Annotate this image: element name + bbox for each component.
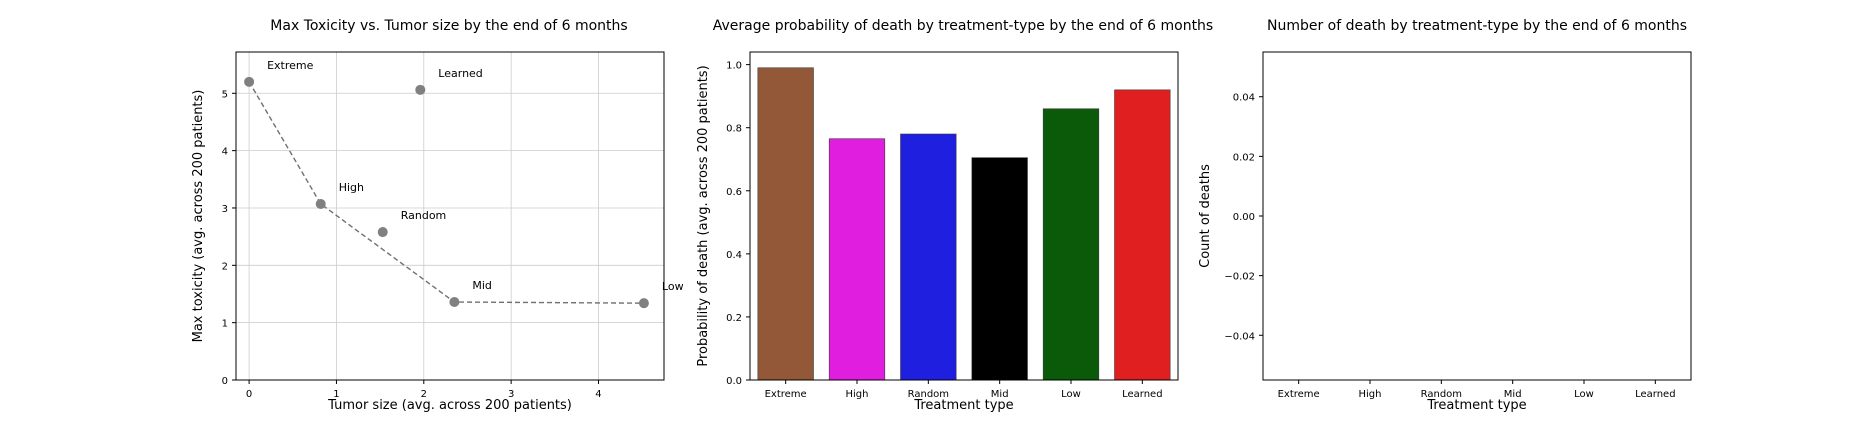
chart2-bar-mid: [971, 157, 1028, 381]
chart2-y-tick-label: 0.4: [726, 250, 742, 261]
chart1-frame: [235, 51, 665, 381]
chart2-bar-learned: [1114, 89, 1171, 381]
chart1-point-extreme: [244, 76, 255, 87]
chart1-point-label-random: Random: [401, 209, 447, 222]
chart2-title: Average probability of death by treatmen…: [713, 18, 1213, 34]
chart2-y-tick-label: 0.0: [726, 376, 742, 387]
chart2-y-ticks: 0.0 0.2 0.4 0.6 0.8 1.0: [726, 61, 750, 387]
chart2-bar-low: [1042, 108, 1100, 381]
chart3-x-tick-label-learned: Learned: [1635, 389, 1675, 400]
chart-count-of-deaths: Number of death by treatment-type by the…: [1198, 18, 1692, 413]
chart2-frame: [749, 51, 1179, 381]
chart3-y-tick-label: 0.04: [1233, 93, 1255, 104]
chart-toxicity-vs-tumor: Max Toxicity vs. Tumor size by the end o…: [191, 18, 684, 413]
chart1-point-label-learned: Learned: [438, 67, 483, 80]
chart2-x-tick-label-mid: Mid: [991, 389, 1009, 400]
chart1-y-tick-label: 1: [222, 319, 228, 330]
chart2-bar-high: [828, 138, 886, 381]
chart1-x-tick-label: 0: [246, 389, 252, 400]
chart3-y-tick-label: 0.00: [1233, 212, 1255, 223]
chart1-y-tick-label: 3: [222, 204, 228, 215]
chart2-x-tick-label-low: Low: [1061, 389, 1081, 400]
chart3-x-tick-label-low: Low: [1574, 389, 1594, 400]
chart1-y-label: Max toxicity (avg. across 200 patients): [191, 90, 206, 343]
chart1-point-label-high: High: [339, 181, 364, 194]
chart3-x-tick-label-extreme: Extreme: [1278, 389, 1320, 400]
chart1-x-ticks: 0 1 2 3 4: [246, 380, 602, 400]
chart2-x-tick-label-random: Random: [908, 389, 949, 400]
chart1-x-tick-label: 3: [508, 389, 514, 400]
chart3-x-tick-label-random: Random: [1421, 389, 1462, 400]
chart1-point-high: [315, 198, 326, 209]
chart1-y-tick-label: 4: [222, 147, 228, 158]
chart1-point-random: [377, 227, 388, 238]
chart1-point-label-low: Low: [662, 280, 684, 293]
chart2-bar-extreme: [757, 67, 814, 381]
chart2-y-tick-label: 0.8: [726, 124, 742, 135]
chart1-title: Max Toxicity vs. Tumor size by the end o…: [270, 18, 627, 34]
chart1-y-tick-label: 5: [222, 89, 228, 100]
chart2-x-tick-label-high: High: [846, 389, 869, 400]
chart3-x-tick-label-high: High: [1359, 389, 1382, 400]
chart2-y-tick-label: 1.0: [726, 61, 742, 72]
chart3-x-ticks: Extreme High Random Mid Low Learned: [1278, 380, 1676, 400]
chart2-y-label: Probability of death (avg. across 200 pa…: [696, 65, 711, 366]
chart1-point-low: [638, 298, 649, 309]
chart3-y-label: Count of deaths: [1198, 164, 1213, 268]
chart3-x-tick-label-mid: Mid: [1504, 389, 1522, 400]
chart2-bar-random: [900, 133, 957, 381]
chart1-point-mid: [449, 297, 460, 308]
chart3-y-tick-label: −0.04: [1224, 331, 1255, 342]
chart3-y-ticks: 0.04 0.02 0.00 −0.02 −0.04: [1224, 93, 1263, 342]
chart3-y-tick-label: 0.02: [1233, 152, 1255, 163]
chart1-grid: [236, 52, 664, 381]
chart1-point-learned: [415, 84, 426, 95]
chart1-x-label: Tumor size (avg. across 200 patients): [327, 398, 572, 413]
chart1-x-tick-label: 1: [333, 389, 339, 400]
chart3-x-label: Treatment type: [1426, 398, 1526, 413]
chart1-x-tick-label: 4: [595, 389, 601, 400]
chart1-point-label-mid: Mid: [472, 279, 492, 292]
chart2-y-tick-label: 0.2: [726, 313, 742, 324]
chart2-x-label: Treatment type: [913, 398, 1013, 413]
chart2-x-tick-label-learned: Learned: [1122, 389, 1162, 400]
chart1-y-tick-label: 2: [222, 261, 228, 272]
chart1-frontier-line: [248, 81, 644, 304]
chart-probability-of-death: Average probability of death by treatmen…: [696, 18, 1213, 413]
chart1-points: Extreme High Random Learned Mid Low: [244, 59, 684, 309]
chart3-frame: [1262, 51, 1692, 381]
chart2-bars: [757, 67, 1171, 381]
chart3-y-tick-label: −0.02: [1224, 272, 1255, 283]
chart2-y-tick-label: 0.6: [726, 187, 742, 198]
chart3-title: Number of death by treatment-type by the…: [1267, 18, 1687, 34]
chart2-x-ticks: Extreme High Random Mid Low Learned: [765, 380, 1163, 400]
chart1-point-label-extreme: Extreme: [267, 59, 314, 72]
chart1-y-ticks: 0 1 2 3 4 5: [222, 89, 236, 387]
chart2-x-tick-label-extreme: Extreme: [765, 389, 807, 400]
chart1-x-tick-label: 2: [421, 389, 427, 400]
chart1-y-tick-label: 0: [222, 376, 228, 387]
